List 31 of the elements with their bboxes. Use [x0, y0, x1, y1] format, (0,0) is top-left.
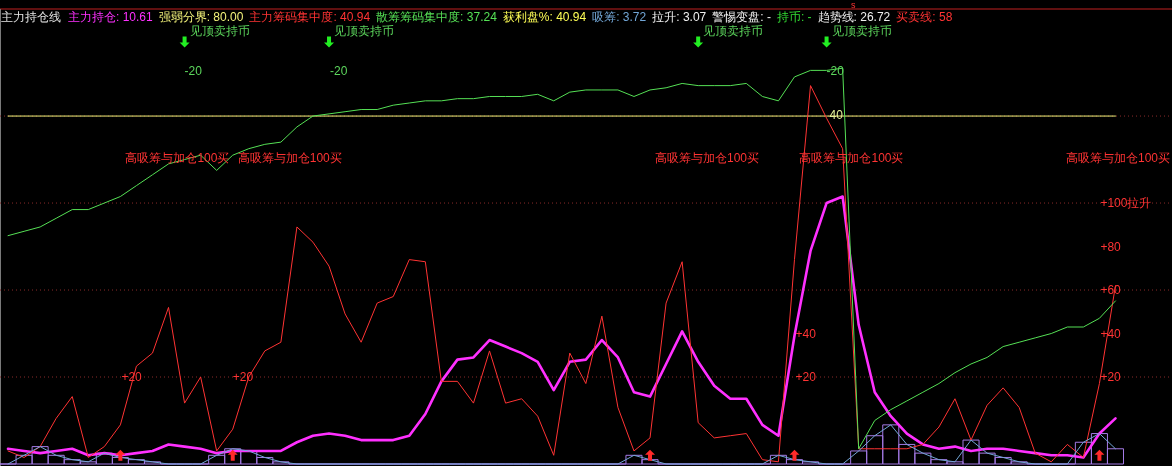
text: 吸筹: 3.72	[592, 10, 647, 24]
legend-label: 警惕变盘: -	[712, 10, 771, 24]
y-tick-label: +100拉升	[1100, 196, 1152, 211]
annotation: 高吸筹与加仓100买	[1065, 151, 1170, 165]
annotation: +20	[795, 370, 817, 384]
text: 强弱分界: 80.00	[158, 10, 244, 24]
legend-label: 拉升: 3.07	[652, 10, 707, 24]
text: 散筹筹码集中度: 37.24	[376, 10, 498, 24]
annotation: 见顶卖持币	[703, 24, 764, 37]
legend-label: 持币: -	[776, 10, 812, 24]
annotation: 见顶卖持币	[189, 24, 250, 37]
annotation: 见顶卖持币	[334, 24, 395, 37]
legend-label: 趋势线: 26.72	[817, 10, 891, 24]
annotation: 高吸筹与加仓100买	[237, 151, 342, 165]
legend-label: 获利盘%: 40.94	[502, 10, 587, 24]
annotation: -20	[330, 64, 348, 78]
text: 主力持仓: 10.61	[68, 10, 154, 24]
annotation: 40	[829, 107, 844, 122]
annotation: 高吸筹与加仓100买	[655, 151, 760, 165]
annotation: +20	[232, 370, 254, 384]
legend-label: 买卖线: 58	[896, 10, 953, 24]
chart-title: 主力持仓线	[1, 10, 61, 24]
y-tick-label: +80	[1100, 239, 1122, 254]
y-tick-label: +60	[1100, 283, 1122, 298]
annotation: 见顶卖持币	[831, 24, 892, 37]
annotation: s	[851, 0, 856, 10]
y-tick-label: +20	[1100, 370, 1122, 385]
text: 主力筹码集中度: 40.94	[249, 10, 371, 24]
annotation: +40	[795, 326, 817, 341]
annotation: +20	[121, 370, 143, 384]
annotation: -20	[184, 64, 203, 78]
